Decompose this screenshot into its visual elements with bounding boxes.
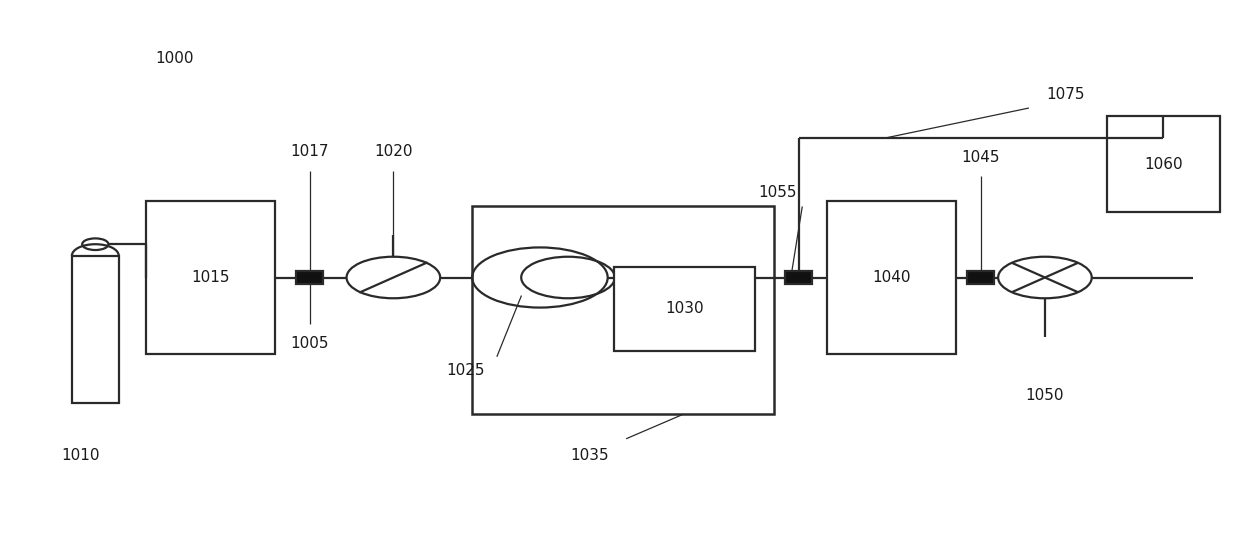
Bar <box>146 201 275 354</box>
Bar <box>1106 116 1220 212</box>
Text: 1020: 1020 <box>374 144 413 159</box>
Text: 1060: 1060 <box>1143 157 1183 171</box>
Text: 1030: 1030 <box>666 301 704 316</box>
Text: 1017: 1017 <box>290 144 329 159</box>
Text: 1010: 1010 <box>61 448 99 463</box>
Bar <box>827 201 956 354</box>
Bar <box>785 271 812 284</box>
Text: 1025: 1025 <box>446 363 485 378</box>
Text: 1000: 1000 <box>155 51 193 67</box>
Bar <box>472 206 774 414</box>
Text: 1040: 1040 <box>872 270 911 285</box>
Bar <box>614 266 755 351</box>
Bar <box>967 271 994 284</box>
Text: 1035: 1035 <box>570 448 609 463</box>
Text: 1050: 1050 <box>1025 387 1064 402</box>
Text: 1055: 1055 <box>759 185 797 200</box>
Bar <box>72 256 119 403</box>
Text: 1075: 1075 <box>1047 87 1085 102</box>
Bar <box>296 271 324 284</box>
Text: 1015: 1015 <box>191 270 229 285</box>
Text: 1045: 1045 <box>962 150 1001 165</box>
Text: 1005: 1005 <box>290 336 329 351</box>
